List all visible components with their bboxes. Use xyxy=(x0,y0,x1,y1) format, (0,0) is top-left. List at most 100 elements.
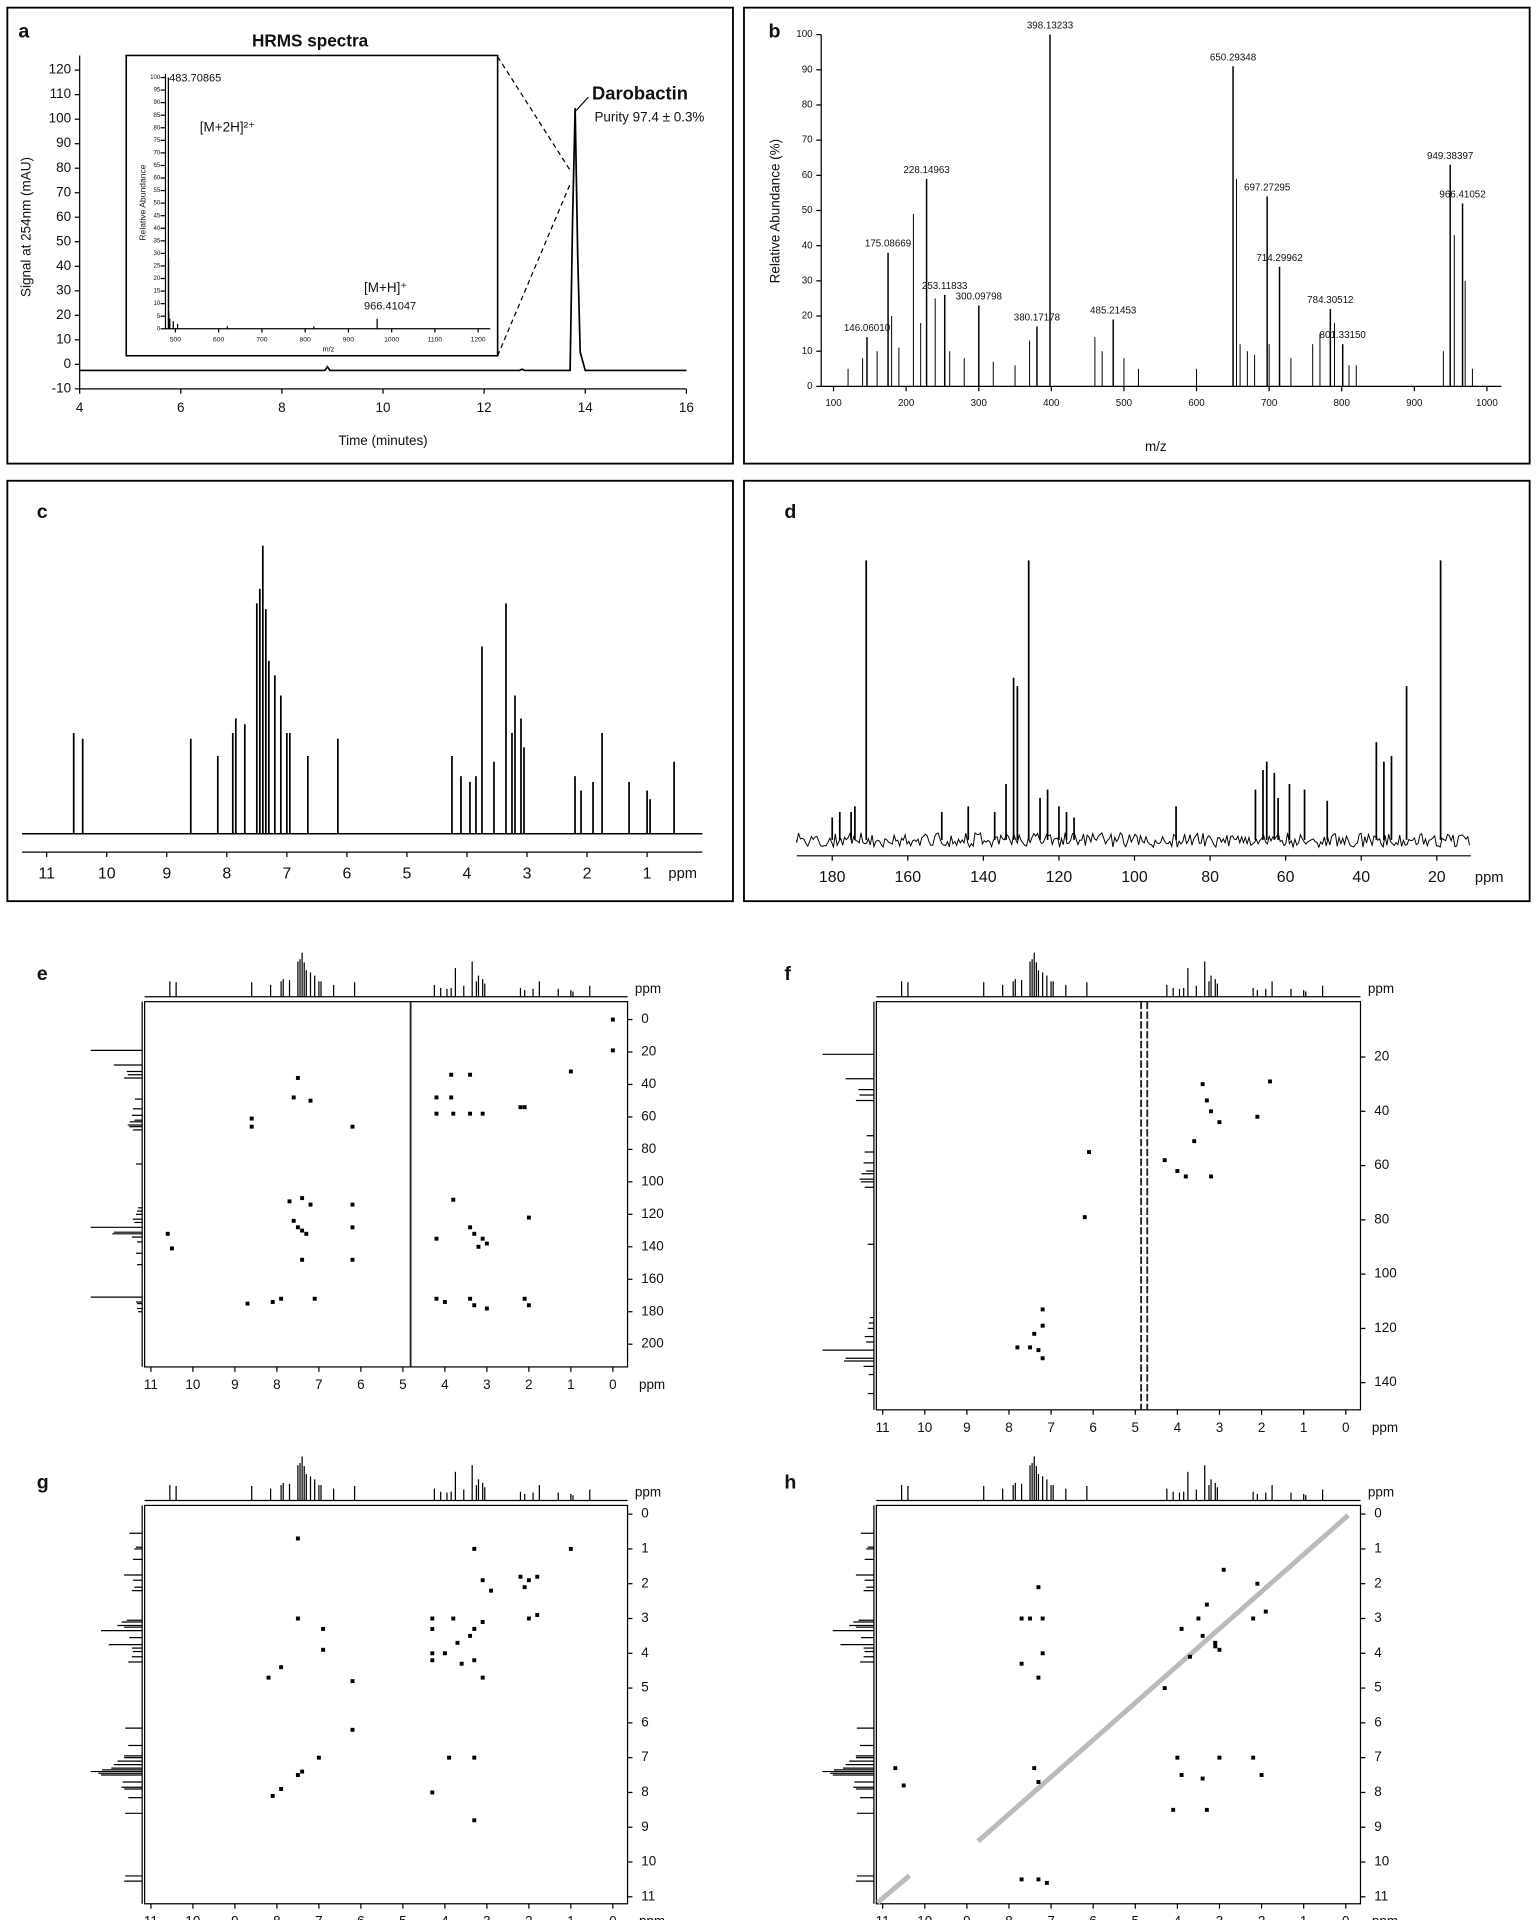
cross-peak xyxy=(1209,1174,1214,1179)
cross-peak xyxy=(535,1574,540,1579)
panel-letter: c xyxy=(37,501,48,523)
y-tick-label: 11 xyxy=(641,1888,655,1903)
cross-peak xyxy=(300,1228,305,1233)
x-tick-label: 7 xyxy=(282,865,291,882)
y-tick-label: 120 xyxy=(1374,1320,1396,1335)
cross-peak xyxy=(568,1069,573,1074)
cross-peak xyxy=(1040,1356,1045,1361)
y-tick-label: 10 xyxy=(802,346,813,357)
x-tick-label: 40 xyxy=(1352,869,1370,886)
cross-peak xyxy=(169,1246,174,1251)
y-tick-label: 80 xyxy=(154,124,161,131)
cross-peak xyxy=(270,1793,275,1798)
x-tick-label: 9 xyxy=(963,1914,971,1920)
cross-peak xyxy=(1162,1686,1167,1691)
x-tick-label: 4 xyxy=(441,1914,449,1920)
y-tick-label: 6 xyxy=(641,1714,649,1729)
x-tick-label: 800 xyxy=(1334,398,1351,409)
cross-peak xyxy=(480,1111,485,1116)
y-tick-label: 50 xyxy=(56,233,71,248)
y-tick-label: 20 xyxy=(56,307,71,322)
cross-peak xyxy=(350,1202,355,1207)
cross-peak xyxy=(1087,1150,1091,1154)
cross-peak xyxy=(1213,1640,1218,1645)
cross-peak xyxy=(1259,1773,1264,1778)
y-tick-label: 30 xyxy=(154,250,161,257)
peak-label: 228.14963 xyxy=(903,165,950,176)
cross-peak xyxy=(1204,1098,1209,1103)
y-tick-label: -10 xyxy=(52,380,71,395)
panel-letter: d xyxy=(784,501,796,523)
cross-peak xyxy=(287,1199,292,1204)
cross-peak xyxy=(270,1300,275,1304)
y-tick-label: 40 xyxy=(1374,1103,1389,1118)
y-tick-label: 3 xyxy=(1374,1610,1381,1625)
cross-peak xyxy=(350,1124,355,1129)
compound-name: Darobactin xyxy=(592,83,688,104)
cross-peak xyxy=(1162,1158,1167,1163)
cross-peak xyxy=(1179,1773,1184,1778)
cross-peak xyxy=(279,1296,284,1301)
cross-peak xyxy=(312,1296,317,1301)
cross-peak xyxy=(1171,1807,1176,1812)
cross-peak xyxy=(610,1048,615,1053)
x-tick-label: 14 xyxy=(578,400,593,415)
x-tick-label: 16 xyxy=(679,400,694,415)
cross-peak xyxy=(434,1111,439,1116)
panel-letter: g xyxy=(37,1472,49,1494)
cross-peak xyxy=(1175,1169,1180,1173)
y-tick-label: 55 xyxy=(154,187,161,194)
x-tick-label: 700 xyxy=(1261,398,1278,409)
cross-peak xyxy=(316,1755,321,1760)
cross-peak xyxy=(1040,1307,1045,1312)
x-tick-label: 6 xyxy=(1089,1914,1097,1920)
y-tick-label: 30 xyxy=(56,282,71,297)
y-tick-label: 80 xyxy=(1374,1211,1389,1226)
x-tick-label: 80 xyxy=(1201,869,1219,886)
x-tick-label: 0 xyxy=(609,1914,617,1920)
zoom-line xyxy=(497,56,572,173)
x-tick-label: 2 xyxy=(1258,1420,1265,1435)
cross-peak xyxy=(350,1679,355,1684)
x-axis-label: ppm xyxy=(1372,1914,1398,1920)
y-tick-label: 35 xyxy=(154,237,161,244)
cross-peak xyxy=(1044,1880,1049,1885)
x-tick-label: 10 xyxy=(917,1420,932,1435)
inset-y-label: Relative Abundance xyxy=(138,164,148,240)
cross-peak xyxy=(1255,1114,1260,1119)
x-tick-label: 1000 xyxy=(384,337,399,344)
cross-peak xyxy=(1019,1616,1024,1621)
cross-peak xyxy=(350,1257,355,1262)
y-tick-label: 4 xyxy=(1374,1645,1382,1660)
cross-peak xyxy=(1213,1644,1218,1649)
x-tick-label: 1 xyxy=(1300,1914,1308,1920)
x-axis-label: ppm xyxy=(668,866,697,882)
projection-label: ppm xyxy=(635,1485,661,1500)
x-axis-label: ppm xyxy=(639,1914,665,1920)
cross-peak xyxy=(468,1296,473,1301)
x-tick-label: 1100 xyxy=(428,337,443,344)
x-tick-label: 8 xyxy=(222,865,231,882)
cross-peak xyxy=(526,1303,531,1308)
x-tick-label: 8 xyxy=(278,400,286,415)
cross-peak xyxy=(1036,1877,1041,1882)
x-tick-label: 2 xyxy=(1258,1914,1265,1920)
peak-label: 380.17178 xyxy=(1014,313,1061,324)
x-tick-label: 9 xyxy=(231,1377,239,1392)
x-tick-label: 8 xyxy=(1005,1420,1013,1435)
cross-peak xyxy=(518,1105,523,1110)
y-tick-label: 7 xyxy=(641,1749,649,1764)
peak-label: 398.13233 xyxy=(1027,21,1074,32)
cross-peak xyxy=(484,1306,489,1311)
cross-peak xyxy=(472,1755,477,1760)
y-tick-label: 120 xyxy=(641,1206,663,1221)
cross-peak xyxy=(1032,1766,1037,1771)
y-tick-label: 20 xyxy=(154,275,161,282)
cross-peak xyxy=(893,1766,898,1771)
y-tick-label: 80 xyxy=(641,1141,656,1156)
panel-frame xyxy=(6,6,734,465)
cross-peak xyxy=(472,1626,477,1631)
cross-peak xyxy=(1209,1109,1214,1114)
x-tick-label: 11 xyxy=(876,1420,890,1435)
y-tick-label: 100 xyxy=(796,29,813,40)
